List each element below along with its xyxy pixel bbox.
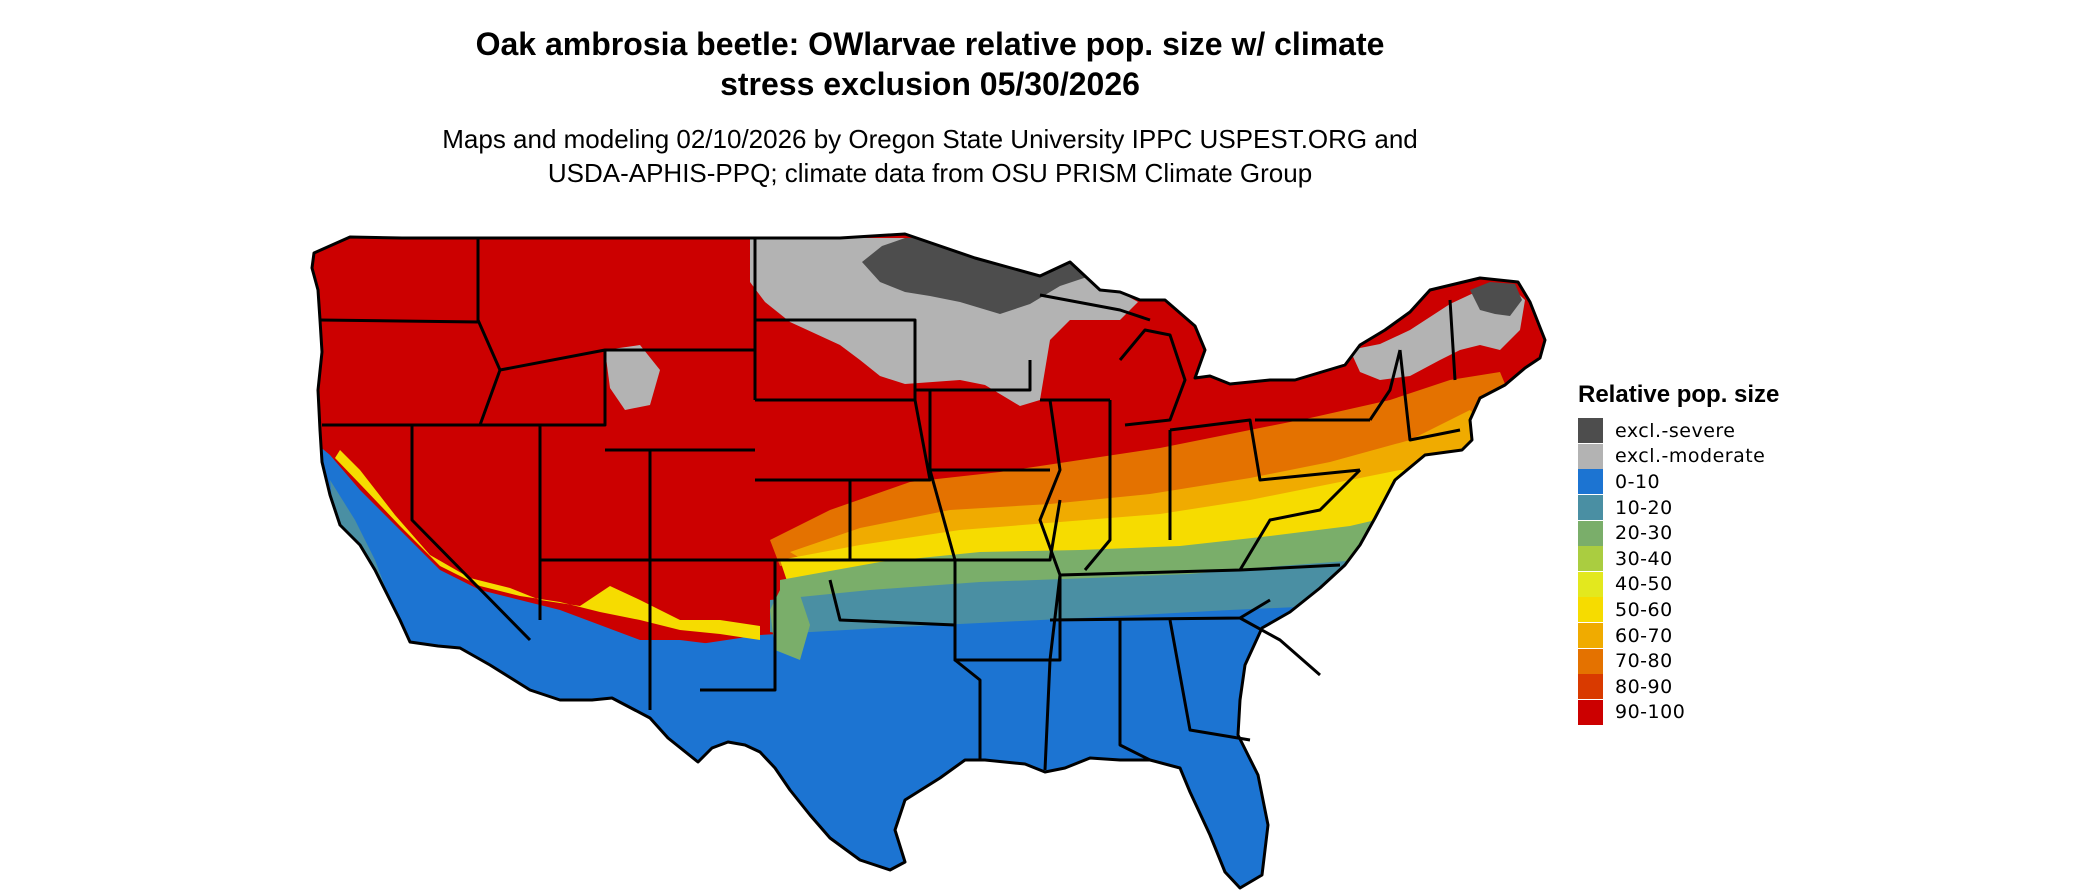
state-line-missouri <box>928 469 1062 562</box>
legend-swatch-excl-moderate <box>1578 443 1603 469</box>
legend-swatch-50-60 <box>1578 597 1603 623</box>
state-line-arkansas <box>953 560 1062 662</box>
state-line-maine <box>1448 299 1457 381</box>
legend-swatch-60-70 <box>1578 623 1603 649</box>
state-line-california-nevada <box>410 425 532 642</box>
state-line-nebraska-kansas <box>755 398 932 482</box>
legend-swatch-40-50 <box>1578 571 1603 597</box>
legend-label-excl-severe: excl.-severe <box>1615 419 1736 442</box>
legend-item-20-30: 20-30 <box>1578 520 1779 546</box>
map-title-line-2: stress exclusion 05/30/2026 <box>720 66 1140 102</box>
legend-item-excl-severe: excl.-severe <box>1578 418 1779 444</box>
map-title: Oak ambrosia beetle: OWlarvae relative p… <box>330 24 1530 104</box>
legend-label-10-20: 10-20 <box>1615 496 1673 519</box>
legend-item-0-10: 0-10 <box>1578 469 1779 495</box>
legend-item-excl-moderate: excl.-moderate <box>1578 443 1779 470</box>
legend-items: excl.-severe excl.-moderate 0-10 10-20 2… <box>1578 418 1779 725</box>
legend-label-50-60: 50-60 <box>1615 598 1673 621</box>
legend-label-excl-moderate: excl.-moderate <box>1615 445 1766 468</box>
legend-swatch-10-20 <box>1578 495 1603 521</box>
legend-swatch-excl-severe <box>1578 418 1603 444</box>
map-subtitle-line-1: Maps and modeling 02/10/2026 by Oregon S… <box>442 124 1418 154</box>
zone-excl-moderate-wyoming <box>605 345 660 410</box>
legend-swatch-70-80 <box>1578 648 1603 674</box>
legend-item-80-90: 80-90 <box>1578 674 1779 700</box>
state-line-washington-oregon <box>319 318 479 324</box>
legend-item-40-50: 40-50 <box>1578 571 1779 598</box>
legend-item-70-80: 70-80 <box>1578 648 1779 674</box>
legend-swatch-90-100 <box>1578 699 1603 725</box>
state-line-new-england <box>1398 349 1461 442</box>
legend-item-90-100: 90-100 <box>1578 699 1779 726</box>
state-line-alabama <box>1118 620 1151 762</box>
legend-item-50-60: 50-60 <box>1578 597 1779 623</box>
state-line-michigan-upper <box>1039 293 1151 322</box>
state-line-georgia <box>1168 619 1251 742</box>
legend: Relative pop. size excl.-severe excl.-mo… <box>1578 380 1779 725</box>
map-title-line-1: Oak ambrosia beetle: OWlarvae relative p… <box>475 26 1385 62</box>
legend-swatch-20-30 <box>1578 520 1603 546</box>
state-borders <box>310 232 1547 890</box>
state-line-virginia-kentucky <box>1238 468 1362 571</box>
legend-label-40-50: 40-50 <box>1615 573 1673 596</box>
legend-label-60-70: 60-70 <box>1615 624 1673 647</box>
legend-title: Relative pop. size <box>1578 381 1780 408</box>
zone-50-60-west-edge <box>335 450 760 640</box>
legend-label-20-30: 20-30 <box>1615 522 1673 545</box>
legend-label-80-90: 80-90 <box>1615 675 1673 698</box>
map-subtitle-line-2: USDA-APHIS-PPQ; climate data from OSU PR… <box>547 158 1313 188</box>
legend-item-10-20: 10-20 <box>1578 495 1779 521</box>
zone-20-30-west-texas <box>770 590 810 660</box>
legend-label-70-80: 70-80 <box>1615 650 1673 673</box>
legend-label-90-100: 90-100 <box>1615 701 1686 724</box>
legend-item-60-70: 60-70 <box>1578 623 1779 649</box>
legend-swatch-0-10 <box>1578 469 1603 495</box>
state-line-utah-north <box>540 350 607 427</box>
state-line-new-mexico-texas <box>650 558 777 692</box>
legend-swatch-80-90 <box>1578 674 1603 700</box>
state-line-michigan-peninsula <box>1118 328 1187 427</box>
zone-10-20 <box>770 560 1400 640</box>
legend-item-30-40: 30-40 <box>1578 546 1779 572</box>
population-zones <box>312 234 1545 888</box>
state-line-ohio-pennsylvania <box>1169 418 1361 482</box>
state-line-carolinas <box>1239 616 1321 677</box>
state-line-mississippi-river <box>1038 399 1062 771</box>
zone-excl-severe-northeast <box>1470 282 1522 316</box>
state-line-new-york <box>1368 349 1402 421</box>
legend-swatch-30-40 <box>1578 546 1603 572</box>
map-subtitle: Maps and modeling 02/10/2026 by Oregon S… <box>330 122 1530 190</box>
legend-label-0-10: 0-10 <box>1615 470 1661 493</box>
state-line-idaho-west <box>476 238 502 426</box>
state-line-oklahoma-south <box>828 579 956 627</box>
state-line-illinois-indiana <box>1083 400 1112 571</box>
zone-excl-severe-north <box>862 238 1090 314</box>
state-line-minnesota <box>913 320 1032 392</box>
legend-label-30-40: 30-40 <box>1615 547 1673 570</box>
state-line-montana-south <box>499 348 755 372</box>
